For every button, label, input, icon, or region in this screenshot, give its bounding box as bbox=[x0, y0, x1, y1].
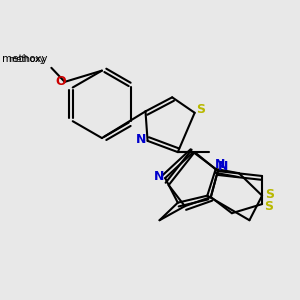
Text: N: N bbox=[154, 170, 164, 183]
Text: N: N bbox=[218, 160, 228, 173]
Text: S: S bbox=[196, 103, 205, 116]
Text: S: S bbox=[265, 200, 274, 213]
Text: methoxy: methoxy bbox=[2, 54, 48, 64]
Text: methoxy: methoxy bbox=[8, 55, 45, 64]
Text: N: N bbox=[215, 158, 225, 170]
Text: N: N bbox=[135, 133, 146, 146]
Text: S: S bbox=[265, 188, 274, 201]
Text: O: O bbox=[55, 75, 66, 88]
